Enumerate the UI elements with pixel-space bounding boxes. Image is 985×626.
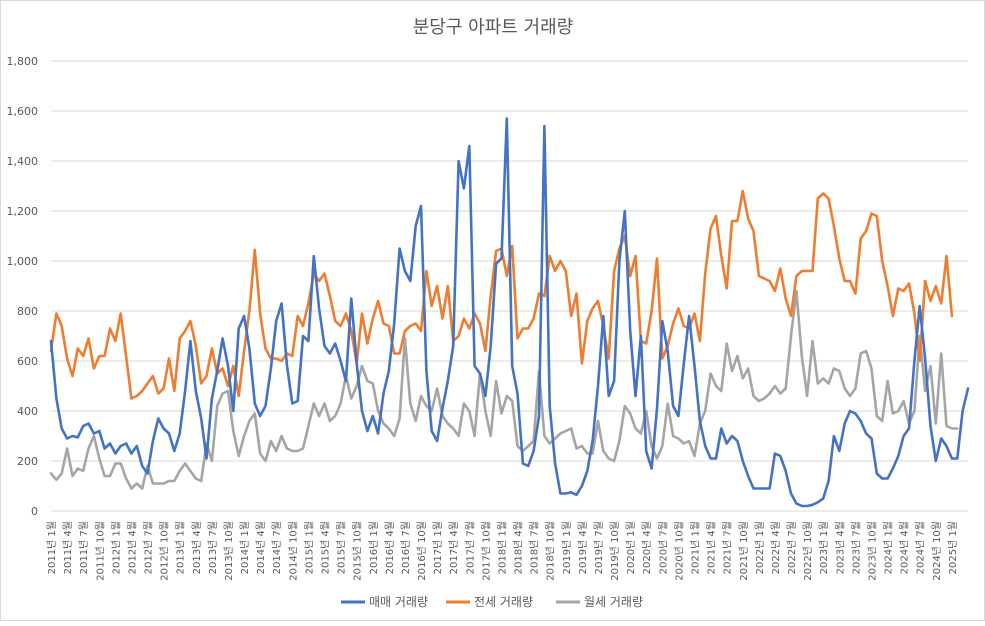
y-tick-label: 1,400 [7,155,39,168]
chart-title: 분당구 아파트 거래량 [413,17,573,38]
legend-label: 매매 거래량 [369,595,428,609]
series-line [49,289,959,490]
x-tick-label: 2017년 1월 [432,521,444,574]
x-tick-label: 2019년 7월 [593,521,605,574]
x-tick-label: 2016년 1월 [368,521,380,574]
x-tick-label: 2014년 10월 [287,521,299,581]
y-tick-label: 1,200 [7,205,39,218]
x-tick-label: 2014년 1월 [239,521,251,574]
x-tick-label: 2012년 7월 [143,521,155,574]
x-tick-label: 2021년 7월 [722,521,734,574]
y-tick-label: 800 [17,305,38,318]
x-tick-label: 2013년 10월 [223,521,235,581]
x-tick-label: 2019년 1월 [561,521,573,574]
x-tick-label: 2015년 10월 [352,521,364,581]
series-line [49,117,970,508]
x-tick-label: 2024년 7월 [915,521,927,574]
x-tick-label: 2022년 7월 [786,521,798,574]
x-tick-label: 2023년 1월 [818,521,830,574]
x-tick-label: 2015년 4월 [319,521,331,574]
legend-label: 월세 거래량 [584,595,643,609]
x-tick-label: 2023년 7월 [850,521,862,574]
x-tick-label: 2020년 7월 [657,521,669,574]
x-tick-label: 2022년 10월 [802,521,814,581]
y-tick-label: 0 [31,505,38,518]
x-tick-label: 2024년 1월 [883,521,895,574]
x-tick-label: 2022년 4월 [770,521,782,574]
x-tick-label: 2012년 1월 [110,521,122,574]
x-tick-label: 2022년 1월 [754,521,766,574]
y-tick-label: 600 [17,355,38,368]
x-tick-label: 2018년 10월 [545,521,557,581]
x-tick-label: 2012년 4월 [126,521,138,574]
x-tick-label: 2020년 1월 [625,521,637,574]
x-tick-label: 2015년 7월 [336,521,348,574]
x-tick-label: 2021년 10월 [738,521,750,581]
x-tick-label: 2021년 1월 [690,521,702,574]
y-tick-label: 200 [17,455,38,468]
x-tick-label: 2017년 7월 [464,521,476,574]
x-tick-label: 2020년 4월 [641,521,653,574]
x-tick-label: 2019년 4월 [577,521,589,574]
y-tick-label: 400 [17,405,38,418]
y-axis-ticks: 0 200 400 600 800 1,000 1,200 1,400 1,600 1,800 [7,55,39,518]
x-tick-label: 2019년 10월 [609,521,621,581]
x-tick-label: 2021년 4월 [706,521,718,574]
x-tick-label: 2013년 4월 [191,521,203,574]
series-lines [49,117,970,508]
x-tick-label: 2024년 4월 [899,521,911,574]
x-tick-label: 2014년 7월 [271,521,283,574]
x-tick-label: 2017년 4월 [448,521,460,574]
x-tick-label: 2017년 10월 [480,521,492,581]
x-tick-label: 2020년 10월 [673,521,685,581]
x-axis-ticks: 2011년 1월 2011년 4월 2011년 7월 2011년 10월 2012년 1… [46,521,959,581]
legend-label: 전세 거래량 [474,595,533,609]
x-tick-label: 2011년 4월 [62,521,74,574]
x-tick-label: 2016년 10월 [416,521,428,581]
x-tick-label: 2023년 10월 [866,521,878,581]
legend: 매매 거래량 전세 거래량 월세 거래량 [341,595,643,609]
x-tick-label: 2018년 7월 [529,521,541,574]
x-tick-label: 2015년 1월 [303,521,315,574]
x-tick-label: 2011년 10월 [94,521,106,581]
x-tick-label: 2013년 7월 [207,521,219,574]
x-tick-label: 2016년 7월 [400,521,412,574]
y-tick-label: 1,000 [7,255,39,268]
x-tick-label: 2018년 4월 [513,521,525,574]
y-tick-label: 1,800 [7,55,39,68]
x-tick-label: 2023년 4월 [834,521,846,574]
x-tick-label: 2014년 4월 [255,521,267,574]
x-tick-label: 2018년 1월 [496,521,508,574]
x-tick-label: 2024년 10월 [931,521,943,581]
x-tick-label: 2012년 10월 [159,521,171,581]
x-tick-label: 2011년 1월 [46,521,58,574]
x-tick-label: 2016년 4월 [384,521,396,574]
x-tick-label: 2013년 1월 [175,521,187,574]
x-tick-label: 2025년 1월 [947,521,959,574]
y-tick-label: 1,600 [7,105,39,118]
x-tick-label: 2011년 7월 [78,521,90,574]
